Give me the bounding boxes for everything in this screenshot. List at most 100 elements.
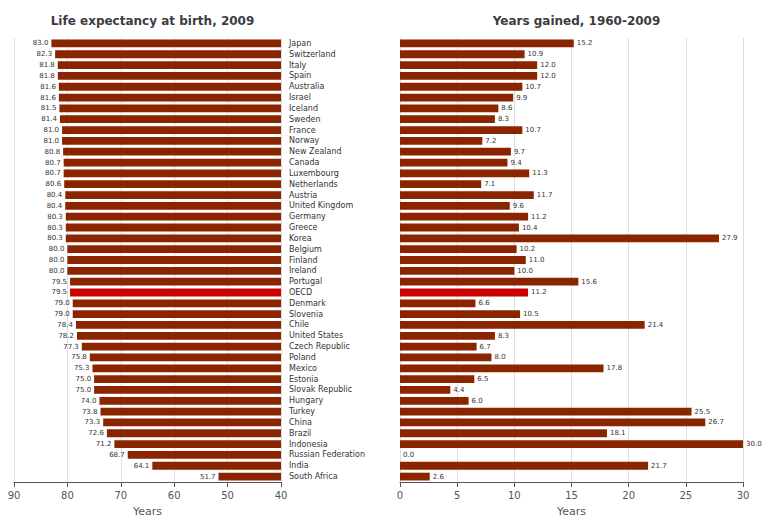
- svg-text:Estonia: Estonia: [289, 375, 319, 384]
- svg-text:81.6: 81.6: [40, 94, 56, 102]
- svg-text:9.9: 9.9: [516, 94, 527, 102]
- svg-text:Portugal: Portugal: [289, 277, 322, 286]
- svg-text:Belgium: Belgium: [289, 245, 322, 254]
- svg-text:80: 80: [61, 490, 74, 501]
- svg-text:6.6: 6.6: [478, 299, 490, 307]
- svg-text:Italy: Italy: [289, 61, 307, 70]
- svg-text:Austria: Austria: [289, 191, 317, 200]
- svg-text:81.0: 81.0: [43, 126, 59, 134]
- svg-text:9.4: 9.4: [510, 159, 522, 167]
- svg-text:25.5: 25.5: [695, 408, 711, 416]
- svg-text:80.6: 80.6: [46, 180, 62, 188]
- svg-text:71.2: 71.2: [96, 440, 112, 448]
- svg-text:Mexico: Mexico: [289, 364, 317, 373]
- svg-text:8.6: 8.6: [501, 104, 513, 112]
- svg-text:81.8: 81.8: [39, 61, 55, 69]
- svg-text:60: 60: [168, 490, 181, 501]
- svg-text:79.0: 79.0: [54, 299, 70, 307]
- svg-text:64.1: 64.1: [134, 462, 150, 470]
- svg-text:75.0: 75.0: [76, 375, 92, 383]
- svg-text:United States: United States: [289, 331, 343, 340]
- svg-text:80.3: 80.3: [47, 234, 63, 242]
- svg-text:15.2: 15.2: [577, 39, 593, 47]
- svg-text:11.0: 11.0: [529, 256, 545, 264]
- svg-text:0.0: 0.0: [403, 451, 414, 459]
- svg-text:Canada: Canada: [289, 158, 320, 167]
- svg-text:9.7: 9.7: [514, 148, 525, 156]
- svg-text:11.2: 11.2: [531, 213, 547, 221]
- svg-text:80.0: 80.0: [49, 267, 65, 275]
- svg-text:Ireland: Ireland: [289, 266, 317, 275]
- svg-text:12.0: 12.0: [540, 72, 556, 80]
- svg-text:Spain: Spain: [289, 71, 311, 80]
- svg-text:73.3: 73.3: [85, 418, 101, 426]
- svg-text:81.0: 81.0: [43, 137, 59, 145]
- svg-text:82.3: 82.3: [37, 50, 53, 58]
- svg-text:73.8: 73.8: [82, 408, 98, 416]
- svg-text:Denmark: Denmark: [289, 299, 326, 308]
- svg-text:8.0: 8.0: [494, 353, 505, 361]
- svg-text:Hungary: Hungary: [289, 396, 323, 405]
- svg-text:Poland: Poland: [289, 353, 316, 362]
- svg-text:Australia: Australia: [289, 82, 324, 91]
- svg-text:11.3: 11.3: [532, 169, 548, 177]
- svg-text:81.4: 81.4: [41, 115, 57, 123]
- svg-text:11.2: 11.2: [531, 288, 547, 296]
- svg-text:Turkey: Turkey: [288, 407, 315, 416]
- svg-text:78.2: 78.2: [58, 332, 74, 340]
- svg-text:8.3: 8.3: [498, 115, 509, 123]
- svg-text:81.6: 81.6: [40, 83, 56, 91]
- svg-text:80.3: 80.3: [47, 213, 63, 221]
- svg-text:Norway: Norway: [289, 136, 320, 145]
- svg-text:Luxembourg: Luxembourg: [289, 169, 339, 178]
- svg-text:10.9: 10.9: [528, 50, 544, 58]
- svg-text:15: 15: [565, 490, 578, 501]
- svg-text:25: 25: [679, 490, 692, 501]
- svg-text:81.5: 81.5: [41, 104, 57, 112]
- svg-text:Iceland: Iceland: [289, 104, 318, 113]
- svg-text:10.7: 10.7: [525, 83, 541, 91]
- svg-text:80.0: 80.0: [49, 245, 65, 253]
- svg-text:United Kingdom: United Kingdom: [289, 201, 353, 210]
- svg-text:21.7: 21.7: [651, 462, 667, 470]
- svg-text:80.8: 80.8: [45, 148, 61, 156]
- svg-text:78.4: 78.4: [57, 321, 73, 329]
- svg-text:83.0: 83.0: [33, 39, 49, 47]
- svg-text:10.2: 10.2: [520, 245, 536, 253]
- svg-text:Years: Years: [132, 505, 162, 518]
- svg-text:51.7: 51.7: [200, 473, 216, 481]
- svg-text:Indonesia: Indonesia: [289, 440, 328, 449]
- svg-text:India: India: [289, 461, 309, 470]
- svg-text:0: 0: [397, 490, 403, 501]
- svg-text:6.0: 6.0: [472, 397, 483, 405]
- svg-text:6.7: 6.7: [480, 343, 491, 351]
- svg-text:68.7: 68.7: [109, 451, 125, 459]
- svg-text:12.0: 12.0: [540, 61, 556, 69]
- svg-text:18.1: 18.1: [610, 429, 626, 437]
- svg-text:40: 40: [275, 490, 288, 501]
- svg-text:77.3: 77.3: [63, 343, 79, 351]
- svg-text:80.4: 80.4: [47, 202, 63, 210]
- svg-text:8.3: 8.3: [498, 332, 509, 340]
- svg-text:79.5: 79.5: [51, 288, 67, 296]
- svg-text:80.7: 80.7: [45, 169, 61, 177]
- svg-text:Czech Republic: Czech Republic: [289, 342, 350, 351]
- svg-text:Germany: Germany: [289, 212, 326, 221]
- svg-text:21.4: 21.4: [648, 321, 664, 329]
- svg-text:France: France: [289, 126, 316, 135]
- svg-text:26.7: 26.7: [708, 418, 724, 426]
- svg-text:11.7: 11.7: [537, 191, 553, 199]
- svg-text:Netherlands: Netherlands: [289, 180, 338, 189]
- svg-text:7.1: 7.1: [484, 180, 495, 188]
- svg-text:9.6: 9.6: [513, 202, 525, 210]
- svg-text:50: 50: [221, 490, 234, 501]
- svg-text:OECD: OECD: [289, 288, 312, 297]
- svg-text:Russian Federation: Russian Federation: [289, 450, 365, 459]
- svg-text:90: 90: [8, 490, 21, 501]
- svg-text:80.7: 80.7: [45, 159, 61, 167]
- svg-text:10.4: 10.4: [522, 224, 538, 232]
- svg-text:Slovenia: Slovenia: [289, 310, 323, 319]
- svg-text:20: 20: [622, 490, 635, 501]
- svg-text:79.5: 79.5: [51, 278, 67, 286]
- svg-text:Years: Years: [556, 505, 586, 518]
